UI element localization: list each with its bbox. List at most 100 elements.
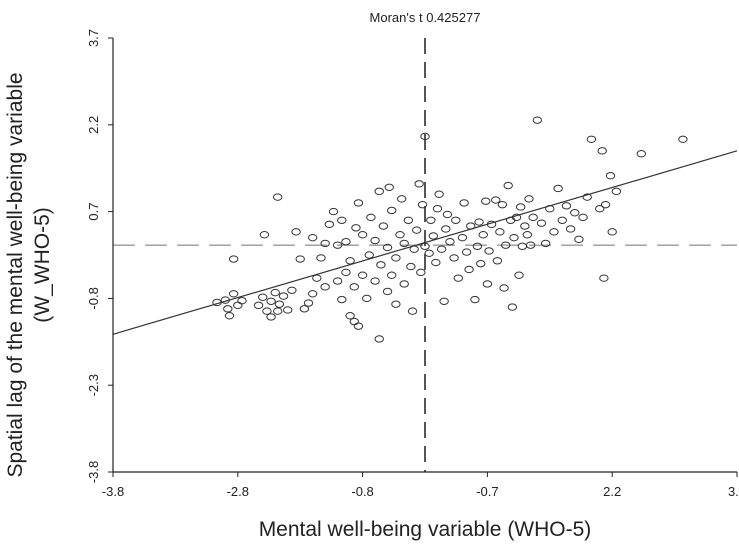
data-point xyxy=(303,299,314,307)
data-point xyxy=(499,284,509,292)
data-point xyxy=(503,181,513,190)
data-point xyxy=(586,135,597,143)
data-point xyxy=(599,274,609,282)
data-point xyxy=(507,303,518,311)
data-point xyxy=(605,172,616,180)
data-point xyxy=(509,233,519,242)
data-point xyxy=(266,313,276,321)
data-point xyxy=(307,233,318,242)
data-point xyxy=(515,203,526,211)
data-point xyxy=(595,205,605,213)
data-point xyxy=(378,222,389,230)
data-point xyxy=(600,200,611,209)
data-point xyxy=(399,280,409,288)
data-point xyxy=(366,213,376,222)
data-point xyxy=(416,268,426,277)
data-point xyxy=(332,277,343,285)
data-point xyxy=(570,209,580,217)
data-point xyxy=(414,180,424,188)
data-point xyxy=(387,271,397,279)
data-point xyxy=(484,247,494,255)
data-point xyxy=(376,261,386,269)
data-point xyxy=(553,184,563,193)
data-point xyxy=(312,274,322,282)
data-point xyxy=(436,245,447,253)
y-tick-label: 3.7 xyxy=(86,29,101,47)
data-point xyxy=(328,207,339,216)
data-point xyxy=(345,257,355,265)
data-point xyxy=(457,233,468,242)
data-point xyxy=(406,262,416,271)
x-tick-label: -0.8 xyxy=(351,484,373,499)
data-point xyxy=(411,226,422,234)
data-point xyxy=(470,295,480,304)
data-point xyxy=(349,317,359,326)
x-tick-label: -3.8 xyxy=(102,484,124,499)
data-point xyxy=(332,241,343,249)
x-axis-ticks: -3.8 -2.8 -0.8 -0.7 2.2 3.7 xyxy=(102,472,739,499)
data-point xyxy=(481,197,491,205)
y-axis-label-line-2: (W_WHO-5) xyxy=(31,207,54,322)
data-point xyxy=(476,259,486,268)
data-point xyxy=(459,199,469,207)
data-point xyxy=(362,294,372,303)
y-tick-label: -0.8 xyxy=(86,287,101,309)
data-point xyxy=(337,295,347,304)
data-point xyxy=(273,193,283,201)
data-point xyxy=(636,150,647,158)
data-point xyxy=(607,228,617,236)
data-point xyxy=(525,241,536,249)
data-point xyxy=(561,202,572,210)
regression-line xyxy=(112,150,738,335)
data-point xyxy=(391,300,401,308)
data-point xyxy=(307,290,318,298)
data-point xyxy=(434,190,444,198)
data-point xyxy=(353,322,364,330)
y-axis-label-line-1: Spatial lag of the mental well-being var… xyxy=(4,72,27,477)
data-point xyxy=(258,293,268,301)
data-point xyxy=(442,210,453,219)
data-point xyxy=(522,231,533,239)
y-tick-label: -3.8 xyxy=(86,461,101,483)
data-point xyxy=(549,228,559,236)
axes xyxy=(112,38,737,473)
data-point xyxy=(374,335,384,343)
data-point xyxy=(287,286,297,294)
data-point xyxy=(453,274,463,282)
data-point xyxy=(370,277,380,285)
data-point xyxy=(439,297,449,305)
data-point xyxy=(582,193,592,201)
data-point xyxy=(428,232,439,240)
data-point xyxy=(259,231,270,239)
data-point xyxy=(611,187,622,196)
data-point xyxy=(532,116,543,124)
data-point xyxy=(540,239,551,248)
data-point xyxy=(357,271,368,279)
data-point xyxy=(345,312,355,320)
x-tick-label: 2.2 xyxy=(603,484,621,499)
data-point xyxy=(495,228,505,236)
data-point xyxy=(403,216,414,224)
data-point xyxy=(426,216,436,224)
data-point xyxy=(472,242,483,251)
data-point xyxy=(237,297,247,305)
data-point xyxy=(228,255,239,263)
data-point xyxy=(445,237,455,246)
data-point xyxy=(223,305,233,313)
data-point xyxy=(357,231,368,239)
data-point xyxy=(497,200,508,209)
data-point xyxy=(341,268,351,277)
data-point xyxy=(320,239,330,248)
data-point xyxy=(678,135,688,143)
data-point xyxy=(391,254,401,262)
data-point xyxy=(431,258,441,267)
data-point xyxy=(517,242,528,251)
data-point xyxy=(501,241,511,249)
data-point xyxy=(273,307,283,315)
y-axis-ticks: -3.8 -2.3 -0.8 0.7 2.2 3.7 xyxy=(86,29,113,483)
data-point xyxy=(520,222,530,230)
data-point xyxy=(565,225,576,233)
data-point xyxy=(274,300,285,308)
data-point xyxy=(478,231,488,239)
